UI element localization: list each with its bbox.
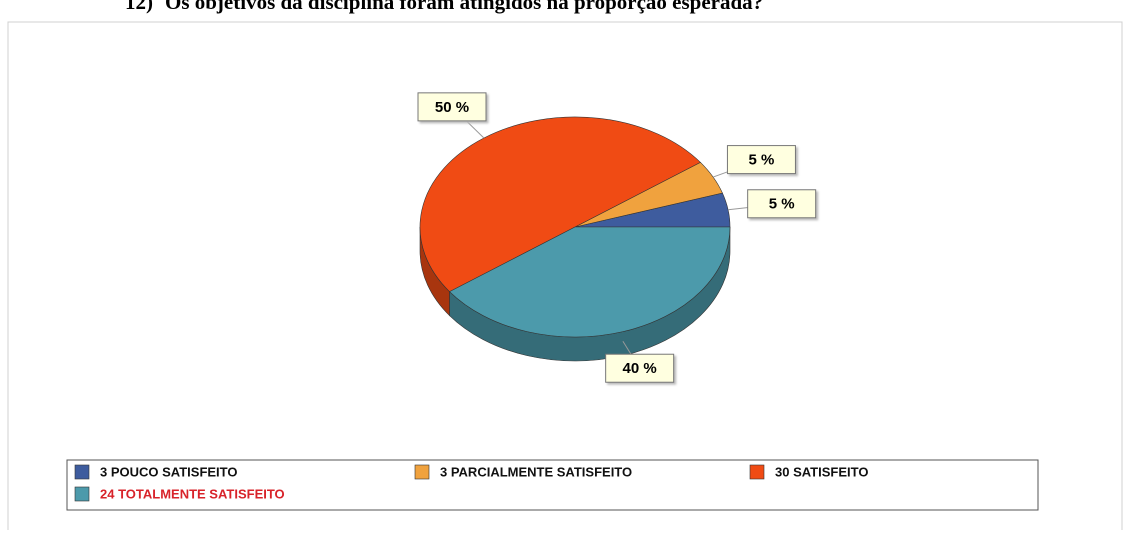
title-number: 12) (125, 0, 153, 14)
data-label: 5 % (769, 196, 795, 213)
legend-swatch (74, 486, 90, 502)
data-label: 40 % (623, 360, 657, 377)
slice (419, 116, 701, 293)
legend-swatch (414, 464, 430, 480)
data-label: 50 % (435, 99, 469, 116)
legend-box (66, 459, 1039, 511)
chart-frame (7, 21, 1123, 535)
legend-label: 3 PARCIALMENTE SATISFEITO (440, 464, 632, 479)
label-box (747, 189, 817, 219)
data-label: 5 % (749, 152, 775, 169)
legend-label: 24 TOTALMENTE SATISFEITO (100, 486, 285, 501)
label-box (417, 92, 487, 122)
label-box (605, 353, 675, 383)
legend-label: 3 POUCO SATISFEITO (100, 464, 237, 479)
legend-swatch (749, 464, 765, 480)
label-box (726, 145, 796, 175)
legend-swatch (74, 464, 90, 480)
legend-label: 30 SATISFEITO (775, 464, 868, 479)
chart-title: Os objetivos da disciplina foram atingid… (165, 0, 763, 14)
slice (449, 226, 731, 338)
